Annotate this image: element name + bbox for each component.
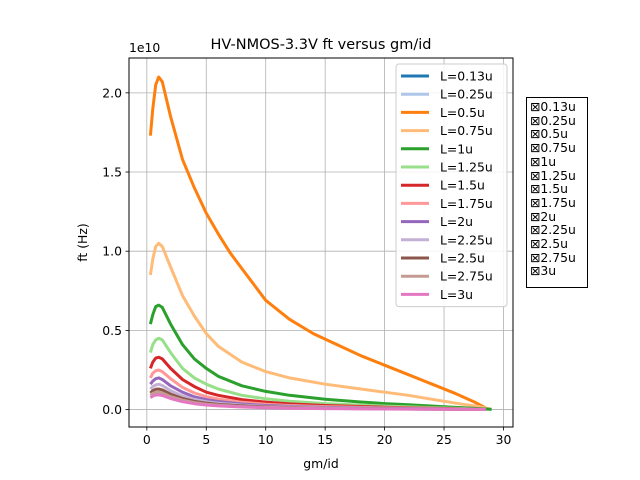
checkbox-checked-icon: ⊠ — [530, 112, 541, 128]
x-tick-label: 20 — [377, 432, 393, 447]
legend-label: L=2.25u — [440, 232, 493, 247]
legend-label: L=0.25u — [440, 87, 493, 102]
checkbox-checked-icon: ⊠ — [530, 236, 541, 252]
series-toggle-label: 0.5u — [540, 126, 568, 142]
series-toggle[interactable]: ⊠0.13u — [530, 100, 587, 114]
series-toggle[interactable]: ⊠0.5u — [530, 127, 587, 141]
legend-label: L=3u — [440, 287, 473, 302]
series-toggle[interactable]: ⊠1.25u — [530, 167, 587, 183]
checkbox-checked-icon: ⊠ — [530, 181, 541, 197]
legend-label: L=1.75u — [440, 196, 493, 211]
series-toggle-label: 2.5u — [540, 236, 568, 252]
legend-label: L=1u — [440, 141, 473, 156]
series-toggle[interactable]: ⊠2u — [530, 208, 587, 224]
series-toggle-label: 1.5u — [540, 181, 568, 197]
legend-label: L=2u — [440, 214, 473, 229]
series-toggle[interactable]: ⊠1u — [530, 153, 587, 169]
legend-label: L=1.5u — [440, 178, 485, 193]
legend: L=0.13u L=0.25u L=0.5u L=0.75u L=1u L=1.25u L=… — [395, 63, 508, 308]
checkbox-checked-icon: ⊠ — [530, 222, 541, 238]
x-tick-label: 0 — [143, 432, 151, 447]
checkbox-checked-icon: ⊠ — [530, 153, 541, 169]
y-tick-label: 2.0 — [102, 85, 122, 100]
y-tick-label: 1.5 — [102, 165, 122, 180]
y-axis-label: ft (Hz) — [75, 223, 90, 261]
series-toggle-label: 0.13u — [540, 99, 576, 114]
series-filter-panel: ⊠0.13u ⊠0.25u ⊠0.5u ⊠0.75u ⊠1u ⊠1.25u ⊠1.5u ⊠1.… — [526, 97, 588, 288]
legend-box — [395, 63, 508, 308]
x-tick-label: 5 — [202, 432, 210, 447]
legend-label: L=1.25u — [440, 160, 493, 175]
checkbox-checked-icon: ⊠ — [530, 99, 541, 114]
chart-title: HV-NMOS-3.3V ft versus gm/id — [211, 37, 432, 53]
y-tick-label: 1.0 — [102, 244, 122, 259]
y-ticks: 0.0 0.5 1.0 1.5 2.0 — [102, 85, 129, 417]
checkbox-checked-icon: ⊠ — [530, 167, 541, 183]
legend-label: L=2.5u — [440, 251, 485, 266]
legend-label: L=0.13u — [440, 69, 493, 84]
series-line-L=0.5u — [148, 75, 487, 410]
series-lines — [148, 75, 492, 411]
checkbox-checked-icon: ⊠ — [530, 126, 541, 142]
series-line-L=0.75u — [148, 241, 492, 411]
series-toggle[interactable]: ⊠0.25u — [530, 112, 587, 128]
series-toggle-label: 1.25u — [540, 167, 576, 183]
y-scale-label: 1e10 — [129, 40, 160, 55]
series-toggle[interactable]: ⊠2.25u — [530, 223, 587, 237]
series-toggle-label: 2u — [540, 208, 557, 224]
series-toggle[interactable]: ⊠1.75u — [530, 196, 587, 210]
y-tick-label: 0.0 — [102, 402, 122, 417]
checkbox-checked-icon: ⊠ — [530, 263, 541, 279]
series-line-L=1.25u — [148, 336, 486, 411]
checkbox-checked-icon: ⊠ — [530, 249, 541, 265]
legend-label: L=2.75u — [440, 269, 493, 284]
x-tick-label: 10 — [258, 432, 274, 447]
series-toggle[interactable]: ⊠1.5u — [530, 182, 587, 196]
series-toggle-label: 0.75u — [540, 140, 576, 156]
series-line-L=3u — [149, 393, 486, 411]
series-toggle-label: 2.75u — [540, 249, 576, 265]
x-axis-label: gm/id — [303, 456, 338, 471]
series-line-L=1u — [148, 303, 492, 411]
x-tick-label: 30 — [496, 432, 512, 447]
plot-frame — [128, 57, 514, 428]
checkbox-checked-icon: ⊠ — [530, 140, 541, 156]
series-toggle[interactable]: ⊠3u — [530, 264, 587, 278]
x-tick-label: 15 — [317, 432, 333, 447]
series-toggle[interactable]: ⊠0.75u — [530, 141, 587, 155]
x-tick-label: 25 — [436, 432, 452, 447]
series-toggle-label: 1u — [540, 153, 557, 169]
series-toggle-label: 3u — [540, 263, 557, 279]
series-toggle[interactable]: ⊠2.75u — [530, 249, 587, 265]
x-ticks: 0 5 10 15 20 25 30 — [143, 427, 512, 447]
checkbox-checked-icon: ⊠ — [530, 208, 541, 224]
legend-label: L=0.5u — [440, 105, 485, 120]
checkbox-checked-icon: ⊠ — [530, 194, 541, 210]
series-toggle-label: 2.25u — [540, 222, 576, 238]
legend-label: L=0.75u — [440, 123, 493, 138]
series-toggle[interactable]: ⊠2.5u — [530, 237, 587, 251]
y-tick-label: 0.5 — [102, 323, 122, 338]
series-toggle-label: 1.75u — [540, 194, 576, 210]
series-toggle-label: 0.25u — [540, 112, 576, 128]
